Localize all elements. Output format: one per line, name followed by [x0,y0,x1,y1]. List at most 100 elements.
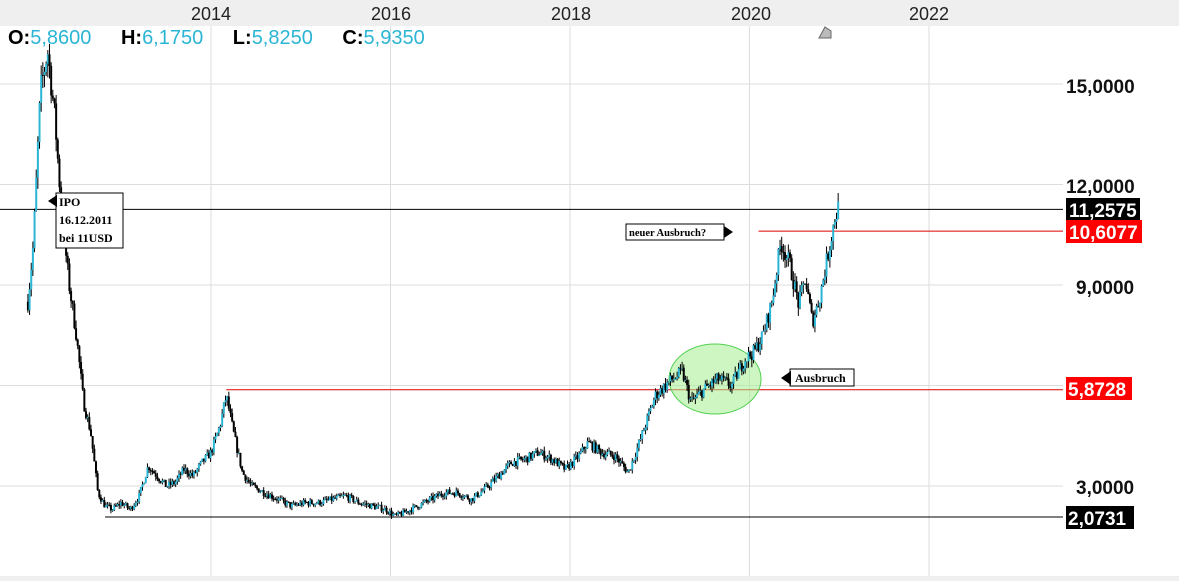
candle-body [652,399,655,407]
price-tag-2-0731: 2,0731 [1066,506,1134,530]
candle-body [297,504,300,506]
candle-body [179,473,182,475]
candlestick-series [26,43,840,519]
candle-body [425,499,428,502]
candle-body [337,494,340,497]
candle-body [654,391,657,400]
candle-body [689,398,692,400]
candle-body [686,379,689,385]
candle-body [476,492,479,497]
candle-body [277,498,280,501]
y-tick-label: 9,0000 [1076,278,1134,299]
low-label: L: [232,27,252,49]
candle-body [516,456,519,466]
candle-body [578,453,581,459]
low-value: 5,8250 [251,27,313,49]
candle-body [720,375,723,380]
candle-body [212,439,215,453]
candle-body [166,486,169,488]
candle-body [681,367,684,369]
candle-body [427,501,430,503]
candle-body [827,253,830,260]
candle-body [676,376,679,379]
candle-body [274,498,277,500]
candle-body [551,459,554,463]
candle-body [807,289,810,294]
candle-body [762,330,765,332]
candle-body [717,373,720,381]
candle-body [480,491,483,496]
candle-body [40,74,43,103]
candle-body [647,411,650,416]
candle-body [764,329,767,331]
candle-body [251,482,254,484]
candle-body [55,103,58,140]
candle-body [618,458,621,463]
candle-body [197,464,200,469]
candle-body [510,461,513,465]
candle-body [207,452,210,459]
candle-body [483,486,486,491]
candle-body [777,249,780,276]
candle-body [151,471,154,473]
candle-body [435,493,438,496]
candle-body [438,493,441,497]
candle-body [262,490,265,496]
candle-body [556,459,559,467]
candle-body [460,496,463,498]
candle-body [317,500,320,504]
candle-body [128,507,131,509]
candle-body [719,379,722,381]
candle-body [498,474,501,479]
candle-body [561,462,564,464]
candle-body [51,95,54,99]
candle-body [785,258,788,260]
candle-body [471,498,474,502]
candle-body [71,301,74,304]
candle-body [380,504,383,512]
candle-body [408,510,411,513]
candle-body [420,503,423,508]
candle-body [750,356,753,361]
candle-body [523,458,526,461]
candle-body [302,500,305,506]
candle-body [760,331,763,345]
candle-body [744,361,747,369]
candle-body [88,416,91,430]
candle-body [387,512,390,514]
candle-body [109,505,112,511]
candle-body [236,436,239,453]
candle-body [349,494,352,501]
candle-body [310,500,313,504]
candle-body [704,383,707,389]
candle-body [53,98,56,104]
candle-body [45,63,48,72]
candle-body [706,383,709,386]
candle-body [797,292,800,308]
candle-body [272,498,275,500]
candle-body [495,476,498,481]
candle-body [520,456,523,460]
candle-body [586,441,589,449]
candle-body [30,269,33,290]
candle-body [536,450,539,456]
candle-body [377,505,380,507]
candle-body [782,251,785,253]
candle-body [360,504,363,506]
arrow-left-icon [48,195,57,207]
candle-body [579,451,582,454]
candle-body [80,362,83,374]
candle-body [569,461,572,469]
candle-body [246,479,249,481]
candle-body [440,493,443,496]
breakout-annotation: Ausbruch [781,368,855,387]
candle-body [314,503,317,506]
candle-body [619,461,622,463]
candle-body [189,473,192,477]
candle-body [684,379,687,381]
scroll-marker-icon[interactable] [818,26,832,39]
candle-body [583,447,586,450]
candle-body [621,461,624,464]
candle-body [144,477,147,484]
